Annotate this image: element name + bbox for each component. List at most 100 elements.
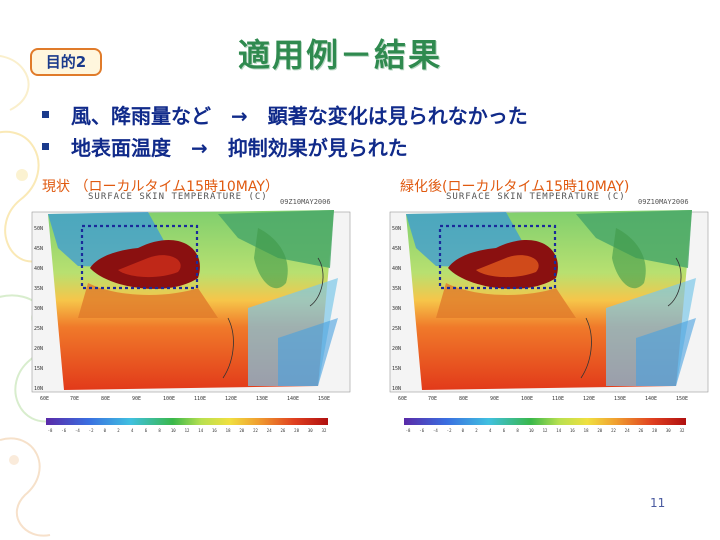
bullet-text: 地表面温度 → 抑制効果が見られた [71, 135, 408, 160]
lon-label: 130E [256, 396, 268, 402]
colorbar-tick-label: 30 [666, 428, 671, 433]
lon-label: 80E [101, 396, 110, 402]
lon-label: 70E [70, 396, 79, 402]
lat-label: 10N [34, 386, 43, 392]
right-panel-caption: 緑化後(ローカルタイム15時10MAY) [400, 179, 630, 195]
colorbar-tick-label: 32 [680, 428, 685, 433]
lon-label: 90E [490, 396, 499, 402]
lon-label: 100E [163, 396, 175, 402]
colorbar-tick-label: 18 [226, 428, 231, 433]
lon-label: 120E [225, 396, 237, 402]
lat-label: 15N [34, 366, 43, 372]
colorbar-tick-label: 28 [294, 428, 299, 433]
colorbar-tick-label: 26 [638, 428, 643, 433]
colorbar-tick-label: 2 [475, 428, 478, 433]
lon-label: 120E [583, 396, 595, 402]
lat-label: 50N [34, 226, 43, 232]
lon-label: 110E [552, 396, 564, 402]
bullet-list: 風、降雨量など → 顕著な変化は見られなかった 地表面温度 → 抑制効果が見られ… [42, 98, 528, 162]
temperature-map: 50N 45N 40N 35N 30N 25N 20N 15N 10N 60E … [389, 210, 709, 433]
goal-badge: 目的2 [30, 48, 102, 76]
colorbar-tick-label: 20 [239, 428, 244, 433]
lat-label: 25N [34, 326, 43, 332]
highlight-box [438, 224, 557, 290]
colorbar-tick-label: 22 [253, 428, 258, 433]
lon-label: 110E [194, 396, 206, 402]
left-panel-caption: 現状 （ローカルタイム15時10MAY） [42, 179, 279, 195]
colorbar-tick-label: -2 [447, 428, 452, 433]
colorbar [46, 418, 328, 425]
colorbar-tick-label: 12 [543, 428, 548, 433]
page-number: 11 [650, 496, 666, 510]
colorbar-tick-label: 14 [198, 428, 203, 433]
lon-label: 80E [459, 396, 468, 402]
temperature-map: 50N 45N 40N 35N 30N 25N 20N 15N 10N 60E … [31, 210, 351, 433]
colorbar-tick-label: 10 [529, 428, 534, 433]
bullet-square-icon [42, 110, 49, 118]
colorbar-tick-label: -2 [89, 428, 94, 433]
colorbar-tick-label: 0 [104, 428, 107, 433]
lat-label: 30N [34, 306, 43, 312]
lon-label: 70E [428, 396, 437, 402]
colorbar-tick-label: 0 [462, 428, 465, 433]
colorbar-tick-label: 16 [570, 428, 575, 433]
colorbar-tick-label: 28 [652, 428, 657, 433]
colorbar-tick-label: -8 [406, 428, 411, 433]
lat-label: 25N [392, 326, 401, 332]
colorbar-tick-label: 16 [212, 428, 217, 433]
bullet-text: 風、降雨量など → 顕著な変化は見られなかった [71, 103, 528, 128]
colorbar-tick-label: -4 [433, 428, 438, 433]
lat-label: 20N [392, 346, 401, 352]
lon-label: 150E [676, 396, 688, 402]
lon-label: 140E [287, 396, 299, 402]
map-title: SURFACE SKIN TEMPERATURE (C) [88, 192, 268, 202]
map-title: SURFACE SKIN TEMPERATURE (C) [446, 192, 626, 202]
lon-label: 60E [398, 396, 407, 402]
bullet-item: 風、降雨量など → 顕著な変化は見られなかった [42, 98, 528, 130]
colorbar-tick-label: -6 [61, 428, 66, 433]
colorbar-tick-label: 2 [117, 428, 120, 433]
colorbar-tick-label: 4 [489, 428, 492, 433]
lat-label: 20N [34, 346, 43, 352]
colorbar-tick-label: -8 [48, 428, 53, 433]
slide-title: 適用例－結果 [238, 36, 443, 74]
colorbar-tick-label: 24 [625, 428, 630, 433]
colorbar-tick-label: -6 [419, 428, 424, 433]
colorbar-tick-label: 6 [503, 428, 506, 433]
lon-label: 130E [614, 396, 626, 402]
map-date: 09Z10MAY2006 [280, 198, 331, 206]
lon-label: 90E [132, 396, 141, 402]
lat-label: 15N [392, 366, 401, 372]
lat-label: 40N [392, 266, 401, 272]
bullet-square-icon [42, 142, 49, 150]
map-date: 09Z10MAY2006 [638, 198, 689, 206]
colorbar-tick-label: 20 [597, 428, 602, 433]
colorbar-tick-label: 14 [556, 428, 561, 433]
lat-label: 40N [34, 266, 43, 272]
lon-label: 60E [40, 396, 49, 402]
colorbar-tick-label: 18 [584, 428, 589, 433]
colorbar-tick-label: -4 [75, 428, 80, 433]
colorbar-tick-label: 6 [145, 428, 148, 433]
lon-label: 100E [521, 396, 533, 402]
colorbar-tick-label: 24 [267, 428, 272, 433]
colorbar-tick-label: 32 [322, 428, 327, 433]
highlight-box [80, 224, 199, 290]
colorbar [404, 418, 686, 425]
lat-label: 10N [392, 386, 401, 392]
lat-label: 45N [34, 246, 43, 252]
map-panel-current: SURFACE SKIN TEMPERATURE (C) 09Z10MAY200… [18, 188, 354, 434]
lat-label: 35N [392, 286, 401, 292]
colorbar-tick-label: 4 [131, 428, 134, 433]
colorbar-tick-label: 10 [171, 428, 176, 433]
colorbar-tick-label: 8 [516, 428, 519, 433]
colorbar-tick-label: 26 [280, 428, 285, 433]
colorbar-tick-label: 12 [185, 428, 190, 433]
colorbar-tick-label: 22 [611, 428, 616, 433]
lat-label: 45N [392, 246, 401, 252]
lon-label: 150E [318, 396, 330, 402]
colorbar-tick-label: 30 [308, 428, 313, 433]
colorbar-tick-label: 8 [158, 428, 161, 433]
map-panel-greening: SURFACE SKIN TEMPERATURE (C) 09Z10MAY200… [376, 188, 712, 434]
bullet-item: 地表面温度 → 抑制効果が見られた [42, 130, 528, 162]
